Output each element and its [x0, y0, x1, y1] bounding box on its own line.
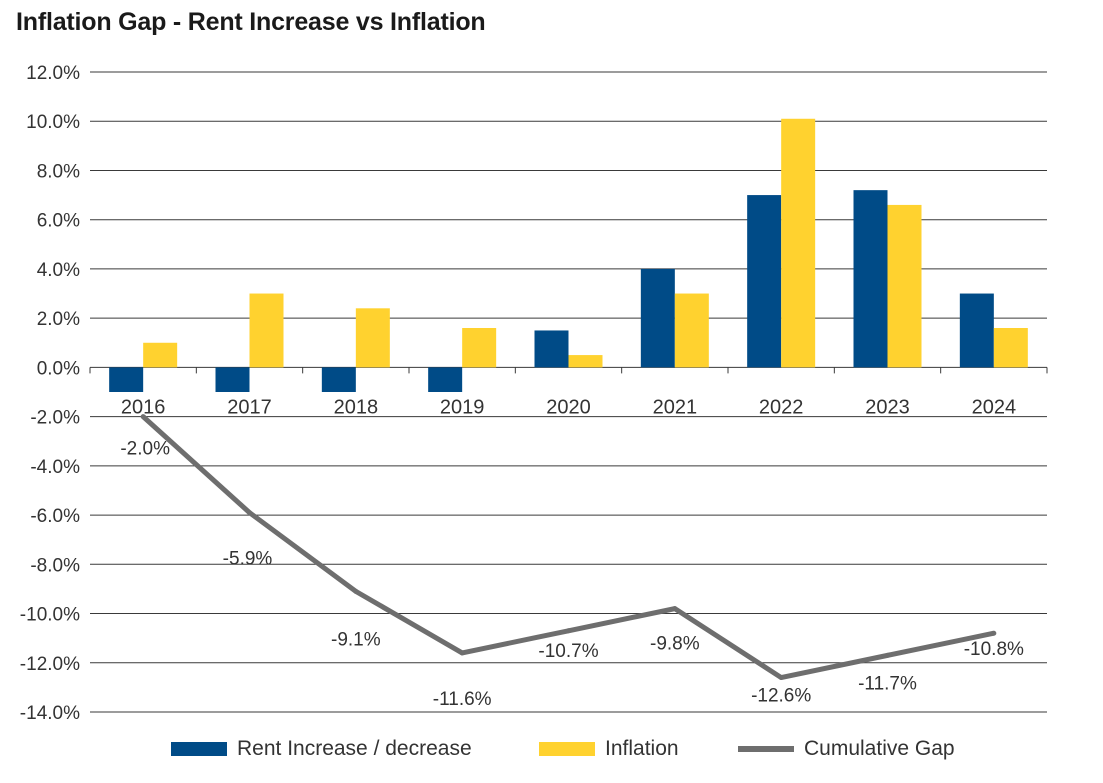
y-tick-label: 4.0%: [37, 260, 80, 281]
bar-inflation: [249, 293, 284, 368]
bar-rent-increase: [640, 268, 675, 368]
bar-inflation: [781, 118, 816, 368]
y-tick-label: -10.0%: [20, 605, 80, 626]
bar-rent-increase: [215, 367, 250, 392]
cumulative-gap-point: [885, 652, 890, 658]
cumulative-gap-point: [353, 588, 359, 594]
bar-rent-increase: [853, 190, 888, 368]
bar-inflation: [674, 293, 709, 368]
x-tick-label: 2020: [546, 396, 591, 418]
bar-rent-increase: [321, 367, 356, 392]
data-label: -2.0%: [120, 439, 170, 460]
y-tick-label: -8.0%: [30, 555, 80, 576]
y-tick-label: 2.0%: [37, 309, 80, 330]
y-tick-label: 6.0%: [37, 211, 80, 232]
bar-rent-increase: [109, 367, 144, 392]
data-label: -10.7%: [538, 641, 598, 662]
bar-inflation: [355, 308, 390, 368]
y-tick-label: 12.0%: [26, 63, 80, 84]
data-label: -11.7%: [858, 673, 917, 694]
bar-rent-increase: [959, 293, 994, 368]
y-tick-label: 10.0%: [26, 112, 80, 133]
legend-label-inflation: Inflation: [605, 737, 679, 760]
x-tick-label: 2018: [334, 396, 379, 418]
x-tick-label: 2022: [759, 396, 804, 418]
data-label: -9.8%: [650, 634, 700, 655]
x-tick-label: 2016: [121, 396, 166, 418]
x-tick-label: 2019: [440, 396, 485, 418]
data-label: -12.6%: [751, 686, 811, 707]
cumulative-gap-point: [778, 675, 784, 681]
data-label: -10.8%: [964, 639, 1024, 660]
legend-swatch-cumulative-gap: [738, 746, 794, 752]
bar-rent-increase: [534, 330, 569, 368]
legend-swatch-inflation: [539, 742, 595, 756]
cumulative-gap-point: [672, 606, 678, 612]
y-tick-label: 0.0%: [37, 358, 80, 379]
cumulative-gap-point: [459, 650, 465, 656]
x-tick-label: 2017: [227, 396, 272, 418]
bar-rent-increase: [428, 367, 463, 392]
y-tick-label: -6.0%: [30, 506, 80, 527]
y-tick-label: -12.0%: [20, 654, 80, 675]
bar-inflation: [462, 328, 497, 368]
bar-rent-increase: [747, 195, 782, 368]
cumulative-gap-point: [247, 510, 252, 516]
data-label: -11.6%: [433, 689, 492, 710]
y-tick-label: 8.0%: [37, 161, 80, 182]
cumulative-gap-point: [140, 414, 146, 420]
legend-label-cumulative-gap: Cumulative Gap: [804, 737, 955, 760]
legend-item-rent: Rent Increase / decrease: [171, 734, 472, 764]
legend-item-cumulative-gap: Cumulative Gap: [738, 734, 955, 764]
cumulative-gap-line: [141, 414, 995, 681]
data-label: -9.1%: [331, 629, 381, 650]
x-tick-label: 2024: [972, 396, 1017, 418]
bar-inflation: [887, 204, 922, 368]
bar-inflation: [143, 342, 178, 368]
cumulative-gap-point: [991, 630, 997, 636]
legend: Rent Increase / decrease Inflation Cumul…: [0, 734, 1103, 764]
legend-swatch-rent: [171, 742, 227, 756]
y-tick-label: -14.0%: [20, 703, 80, 724]
chart-title: Inflation Gap - Rent Increase vs Inflati…: [16, 8, 486, 36]
data-label: -5.9%: [223, 549, 273, 570]
legend-label-rent: Rent Increase / decrease: [237, 737, 472, 760]
cumulative-gap-point: [566, 628, 571, 634]
x-tick-label: 2023: [865, 396, 910, 418]
legend-item-inflation: Inflation: [539, 734, 679, 764]
y-tick-label: -4.0%: [30, 457, 80, 478]
y-tick-label: -2.0%: [30, 408, 80, 429]
bar-inflation: [993, 328, 1028, 368]
bar-inflation: [568, 355, 603, 368]
x-tick-label: 2021: [653, 396, 698, 418]
